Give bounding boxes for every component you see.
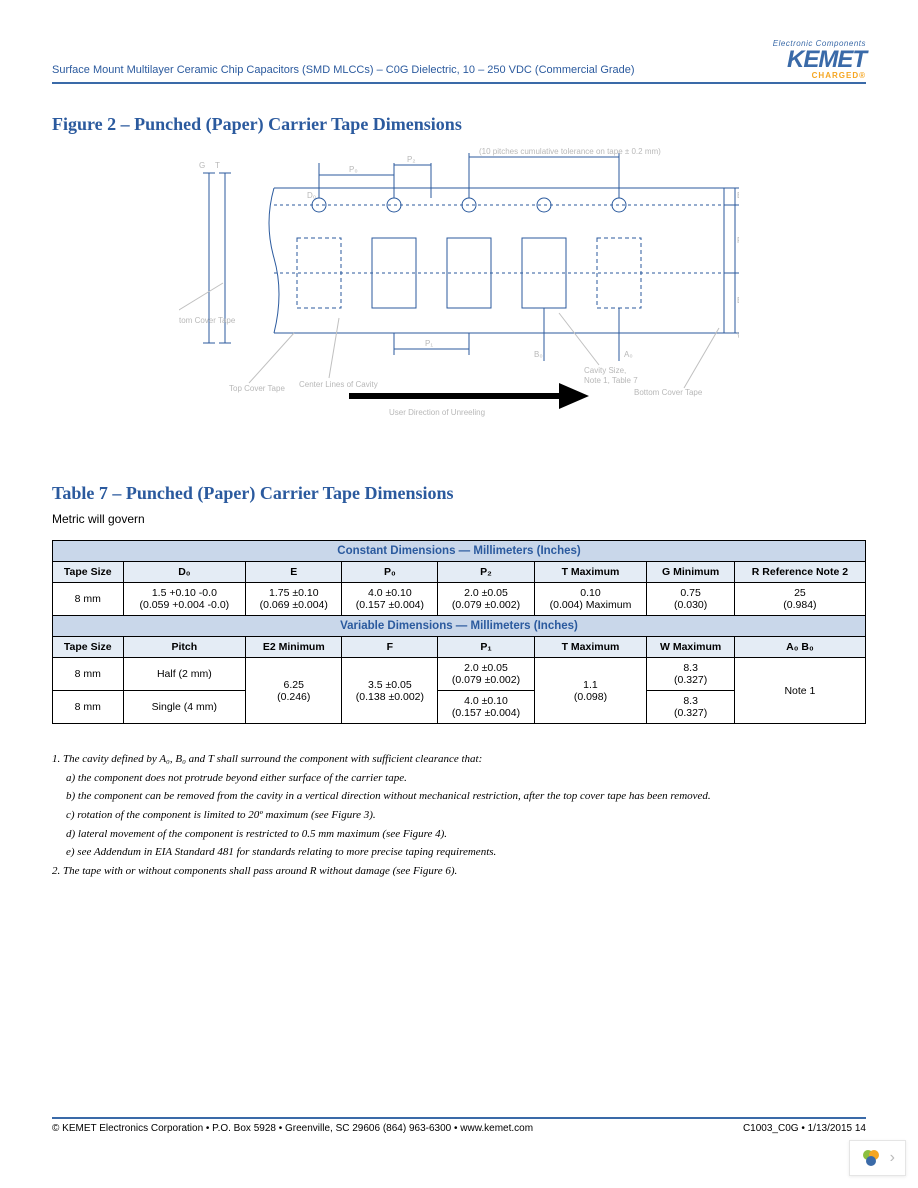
note-2: 2. The tape with or without components s…	[52, 862, 866, 881]
footer-left: © KEMET Electronics Corporation • P.O. B…	[52, 1123, 533, 1134]
vcell-T: 1.1(0.098)	[534, 658, 647, 724]
vh-pitch: Pitch	[123, 637, 246, 658]
table7-title: Table 7 – Punched (Paper) Carrier Tape D…	[52, 483, 866, 504]
vh-tape: Tape Size	[53, 637, 124, 658]
cell-P0: 4.0 ±0.10(0.157 ±0.004)	[342, 583, 438, 616]
table7: Constant Dimensions — Millimeters (Inche…	[52, 540, 866, 724]
label-D: D₀	[307, 191, 316, 200]
th-D: D₀	[123, 562, 246, 583]
cell-R: 25(0.984)	[734, 583, 865, 616]
banner-variable: Variable Dimensions — Millimeters (Inche…	[53, 616, 866, 637]
figure2-diagram: P₀ P₂ (10 pitches cumulative tolerance o…	[179, 143, 739, 423]
label-P0: P₀	[349, 165, 358, 174]
vcell-pitch1: Half (2 mm)	[123, 658, 246, 691]
label-cavity-note: Note 1, Table 7	[584, 376, 638, 385]
label-direction: User Direction of Unreeling	[389, 408, 485, 417]
vh-P1: P₁	[438, 637, 534, 658]
figure2-title: Figure 2 – Punched (Paper) Carrier Tape …	[52, 114, 866, 135]
th-E: E	[246, 562, 342, 583]
vh-E2: E2 Minimum	[246, 637, 342, 658]
note-1c: c) rotation of the component is limited …	[52, 806, 866, 825]
header-title: Surface Mount Multilayer Ceramic Chip Ca…	[52, 64, 635, 80]
th-Rref: R Reference Note 2	[734, 562, 865, 583]
vcell-F: 3.5 ±0.05(0.138 ±0.002)	[342, 658, 438, 724]
cell-P2: 2.0 ±0.05(0.079 ±0.002)	[438, 583, 534, 616]
vcell-W1: 8.3(0.327)	[647, 658, 734, 691]
page-footer: © KEMET Electronics Corporation • P.O. B…	[52, 1117, 866, 1134]
footer-right: C1003_C0G • 1/13/2015 14	[743, 1123, 866, 1134]
cell-G: 0.75(0.030)	[647, 583, 734, 616]
label-bottom-cover-right: Bottom Cover Tape	[634, 388, 703, 397]
logo-charged: CHARGED®	[773, 72, 866, 80]
vcell-E2: 6.25(0.246)	[246, 658, 342, 724]
note-1b: b) the component can be removed from the…	[52, 787, 866, 806]
label-top-cover: Top Cover Tape	[229, 384, 285, 393]
vcell-tape2: 8 mm	[53, 691, 124, 724]
note-1d: d) lateral movement of the component is …	[52, 825, 866, 844]
label-cavity-size: Cavity Size,	[584, 366, 626, 375]
page-nav-widget[interactable]: ›	[849, 1140, 906, 1176]
table-row: 8 mm Half (2 mm) 6.25(0.246) 3.5 ±0.05(0…	[53, 658, 866, 691]
table7-notes: 1. The cavity defined by A₀, B₀ and T sh…	[52, 750, 866, 881]
label-pitch-note: (10 pitches cumulative tolerance on tape…	[479, 147, 661, 156]
vcell-tape1: 8 mm	[53, 658, 124, 691]
table-row: 8 mm 1.5 +0.10 -0.0(0.059 +0.004 -0.0) 1…	[53, 583, 866, 616]
th-tape: Tape Size	[53, 562, 124, 583]
label-E2: E₂	[737, 296, 739, 305]
flower-icon	[860, 1147, 882, 1169]
th-Tmax: T Maximum	[534, 562, 647, 583]
cell-D: 1.5 +0.10 -0.0(0.059 +0.004 -0.0)	[123, 583, 246, 616]
vcell-AB: Note 1	[734, 658, 865, 724]
page-header: Surface Mount Multilayer Ceramic Chip Ca…	[52, 40, 866, 84]
vcell-P1a: 2.0 ±0.05(0.079 ±0.002)	[438, 658, 534, 691]
cell-E: 1.75 ±0.10(0.069 ±0.004)	[246, 583, 342, 616]
cell-tape: 8 mm	[53, 583, 124, 616]
label-W: W	[737, 331, 739, 340]
cell-T: 0.10(0.004) Maximum	[534, 583, 647, 616]
label-E: E	[737, 191, 739, 200]
vcell-P1b: 4.0 ±0.10(0.157 ±0.004)	[438, 691, 534, 724]
banner-constant: Constant Dimensions — Millimeters (Inche…	[53, 541, 866, 562]
vh-Tmax: T Maximum	[534, 637, 647, 658]
th-P2: P₂	[438, 562, 534, 583]
label-G: G	[199, 161, 205, 170]
vh-AB: A₀ B₀	[734, 637, 865, 658]
label-center-lines: Center Lines of Cavity	[299, 380, 378, 389]
th-P0: P₀	[342, 562, 438, 583]
note-1e: e) see Addendum in EIA Standard 481 for …	[52, 843, 866, 862]
note-1: 1. The cavity defined by A₀, B₀ and T sh…	[52, 750, 866, 769]
vcell-W2: 8.3(0.327)	[647, 691, 734, 724]
label-F: F	[737, 236, 739, 245]
kemet-logo: Electronic Components KEMET CHARGED®	[773, 40, 866, 80]
label-A0: A₀	[624, 350, 633, 359]
vh-F: F	[342, 637, 438, 658]
label-B0: B₀	[534, 350, 543, 359]
label-bottom-cover-left: Bottom Cover Tape	[179, 316, 236, 325]
chevron-right-icon[interactable]: ›	[890, 1149, 895, 1167]
label-P2: P₂	[407, 155, 415, 164]
label-T: T	[215, 161, 220, 170]
note-1a: a) the component does not protrude beyon…	[52, 769, 866, 788]
metric-govern: Metric will govern	[52, 512, 866, 526]
th-Gmin: G Minimum	[647, 562, 734, 583]
vcell-pitch2: Single (4 mm)	[123, 691, 246, 724]
label-P1: P₁	[425, 339, 433, 348]
logo-text: KEMET	[773, 48, 866, 72]
vh-Wmax: W Maximum	[647, 637, 734, 658]
